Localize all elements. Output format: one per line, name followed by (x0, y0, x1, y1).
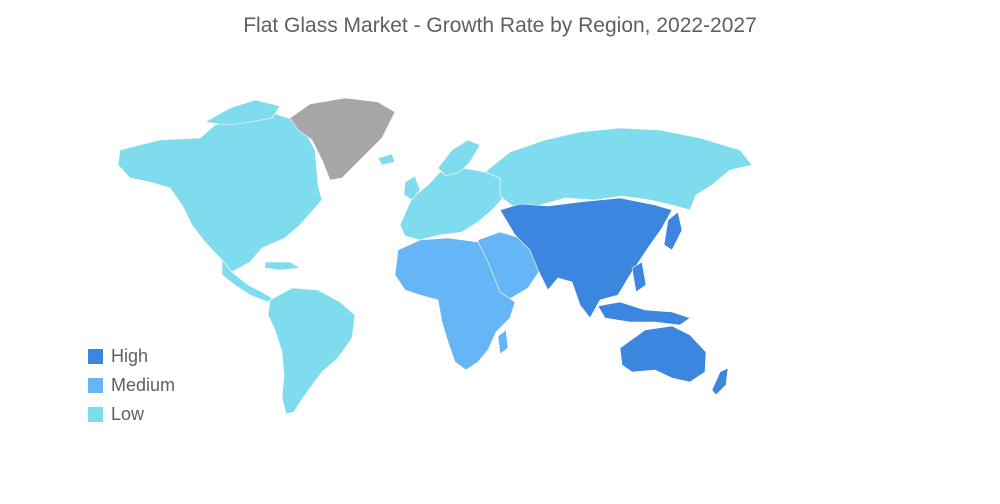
region-philippines (631, 261, 647, 293)
region-asia-pacific (499, 197, 673, 319)
region-madagascar (497, 329, 509, 355)
region-africa (394, 237, 516, 371)
legend-item-high: High (88, 342, 175, 371)
region-south-america (267, 287, 356, 415)
region-japan (663, 211, 683, 251)
region-greenland (289, 97, 396, 181)
region-canada-islands (204, 99, 281, 126)
legend-label: Medium (111, 375, 176, 395)
region-new-zealand (711, 367, 729, 396)
legend-item-medium: Medium (88, 371, 175, 400)
legend-swatch-low (88, 407, 103, 422)
region-uk (403, 175, 421, 201)
region-iceland (377, 153, 396, 166)
region-australia (619, 325, 707, 383)
legend: High Medium Low (88, 342, 175, 429)
region-caribbean (264, 261, 301, 271)
region-north-america (117, 111, 323, 273)
legend-swatch-medium (88, 378, 103, 393)
region-scandinavia (437, 139, 481, 177)
chart-title: Flat Glass Market - Growth Rate by Regio… (243, 14, 757, 37)
region-indonesia (597, 301, 691, 326)
region-russia (484, 127, 753, 211)
legend-swatch-high (88, 349, 103, 364)
legend-item-low: Low (88, 400, 175, 429)
legend-label: Low (111, 404, 145, 424)
legend-label: High (111, 346, 149, 366)
